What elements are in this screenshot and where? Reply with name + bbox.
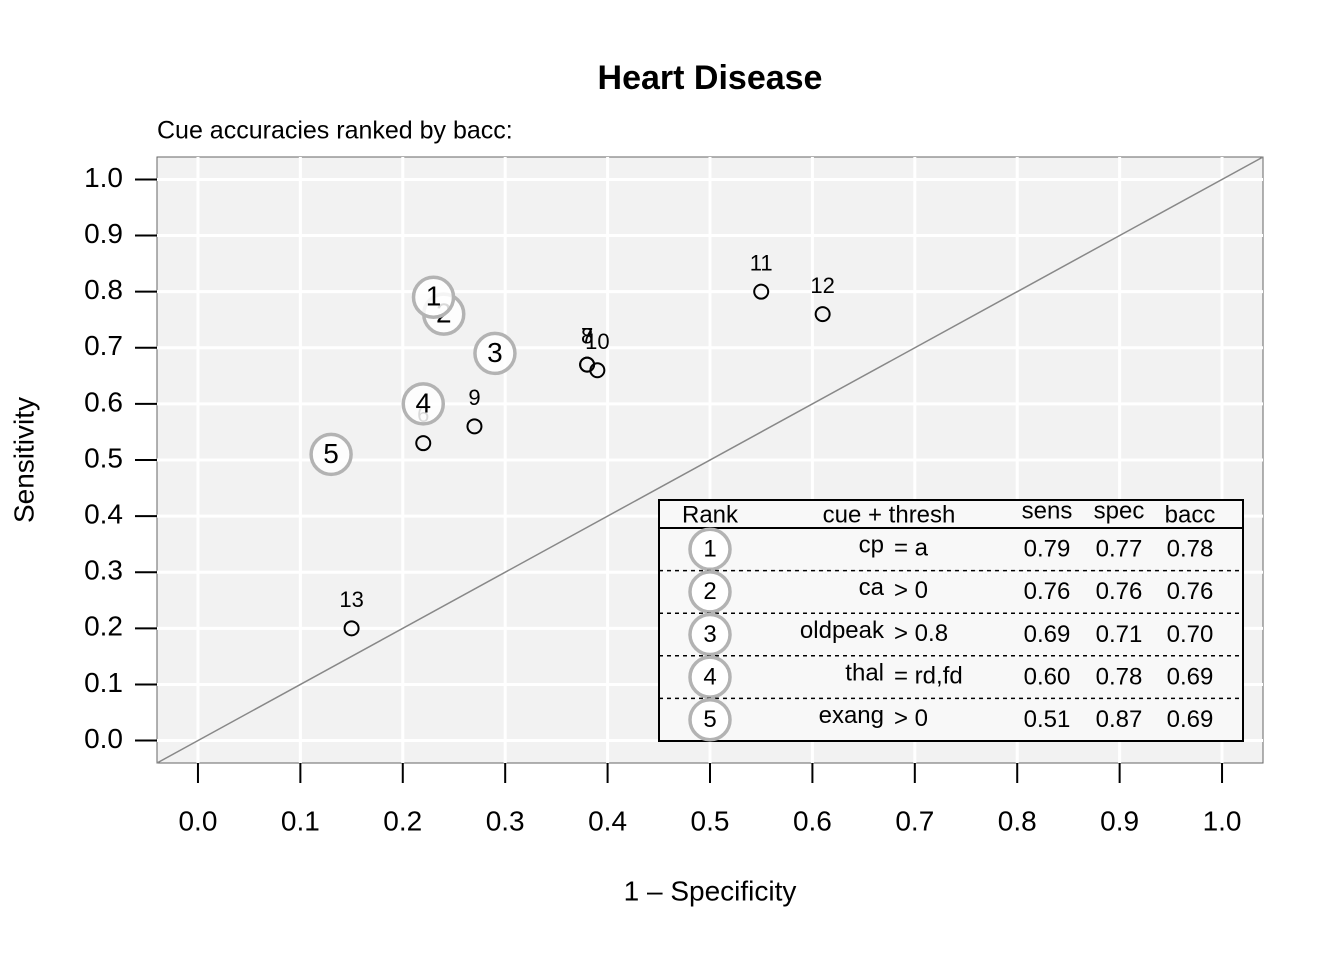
x-axis-label: 1 – Specificity (624, 875, 797, 906)
table-value: 0.69 (1024, 621, 1071, 648)
cue-point (814, 306, 831, 323)
ranked-label: 4 (415, 387, 431, 418)
table-value: 0.78 (1096, 663, 1143, 690)
table-value: 0.51 (1024, 706, 1071, 733)
table-value: 0.71 (1096, 621, 1143, 648)
table-value: 0.69 (1167, 706, 1214, 733)
rank: 5 (703, 706, 716, 733)
rank: 1 (703, 536, 716, 563)
table-header: spec (1094, 497, 1145, 524)
x-tick-label: 0.4 (588, 805, 627, 836)
ranked-label: 3 (487, 337, 503, 368)
y-tick-label: 1.0 (84, 162, 123, 193)
rank: 2 (703, 578, 716, 605)
y-axis-label: Sensitivity (8, 397, 39, 523)
ranked-point (401, 382, 446, 426)
table-value: 0.76 (1096, 578, 1143, 605)
x-tick-label: 0.1 (281, 805, 320, 836)
rank: 4 (703, 663, 716, 690)
cue-point (589, 362, 606, 379)
table-value: 0.78 (1167, 536, 1214, 563)
rank-circle (688, 655, 732, 699)
x-tick-label: 0.5 (691, 805, 730, 836)
cue: thal (845, 659, 884, 686)
table-value: 0.69 (1167, 663, 1214, 690)
table-value: 0.76 (1024, 578, 1071, 605)
threshold: > 0 (894, 705, 928, 732)
x-tick-label: 0.3 (486, 805, 525, 836)
y-tick-label: 0.2 (84, 611, 123, 642)
point-label: 12 (810, 273, 834, 298)
point-label: 7 (581, 323, 593, 348)
chart-title: Heart Disease (598, 59, 823, 97)
ranked-point (309, 432, 353, 477)
cue: cp (859, 532, 884, 559)
table-value: 0.76 (1167, 578, 1214, 605)
y-tick-label: 0.3 (84, 555, 123, 586)
y-tick-label: 0.7 (84, 330, 123, 361)
ranked-point (411, 275, 456, 320)
y-tick-label: 0.8 (84, 274, 123, 305)
cue-point (415, 435, 432, 452)
diagonal (156, 156, 1264, 764)
cue: exang (819, 702, 884, 729)
table-value: 0.60 (1024, 663, 1071, 690)
threshold: > 0 (894, 577, 928, 604)
point-label: 9 (468, 385, 480, 410)
point-label: 10 (585, 329, 609, 354)
point-label: 13 (339, 587, 363, 612)
table-header: sens (1022, 497, 1073, 524)
table-value: 0.77 (1096, 536, 1143, 563)
point-label: 8 (581, 323, 593, 348)
table-header: bacc (1165, 501, 1216, 528)
table-header: Rank (682, 501, 739, 528)
cue-point (466, 418, 483, 435)
cue-point (343, 620, 360, 637)
threshold: > 0.8 (894, 620, 948, 647)
rank: 3 (703, 621, 716, 648)
table-value: 0.87 (1096, 706, 1143, 733)
cue: oldpeak (800, 617, 885, 644)
x-tick-label: 0.7 (895, 805, 934, 836)
table-value: 0.79 (1024, 536, 1071, 563)
table-value: 0.70 (1167, 621, 1214, 648)
chart-subtitle: Cue accuracies ranked by bacc: (157, 117, 513, 145)
rank-circle (688, 697, 732, 742)
rank-circle (688, 612, 732, 657)
y-tick-label: 0.1 (84, 667, 123, 698)
threshold: = a (894, 535, 929, 562)
x-tick-label: 0.2 (383, 805, 422, 836)
y-tick-label: 0.5 (84, 442, 123, 473)
ranked-point (473, 331, 517, 376)
ranked-label: 5 (323, 438, 339, 469)
x-tick-label: 0.8 (998, 805, 1037, 836)
ranked-label: 1 (426, 281, 442, 312)
table-box (658, 499, 1244, 742)
x-tick-label: 0.0 (178, 805, 217, 836)
point-label: 11 (750, 250, 773, 275)
table-header: cue + thresh (823, 501, 956, 528)
cue-point (753, 283, 770, 300)
x-tick-label: 0.9 (1100, 805, 1139, 836)
x-tick-label: 0.6 (793, 805, 832, 836)
rank-circle (688, 527, 732, 572)
y-tick-label: 0.6 (84, 386, 123, 417)
rank-circle (688, 570, 732, 614)
x-tick-label: 1.0 (1203, 805, 1242, 836)
y-tick-label: 0.4 (84, 499, 123, 530)
threshold: = rd,fd (894, 662, 963, 689)
cue: ca (859, 574, 885, 601)
y-tick-label: 0.9 (84, 218, 123, 249)
y-tick-label: 0.0 (84, 723, 123, 754)
